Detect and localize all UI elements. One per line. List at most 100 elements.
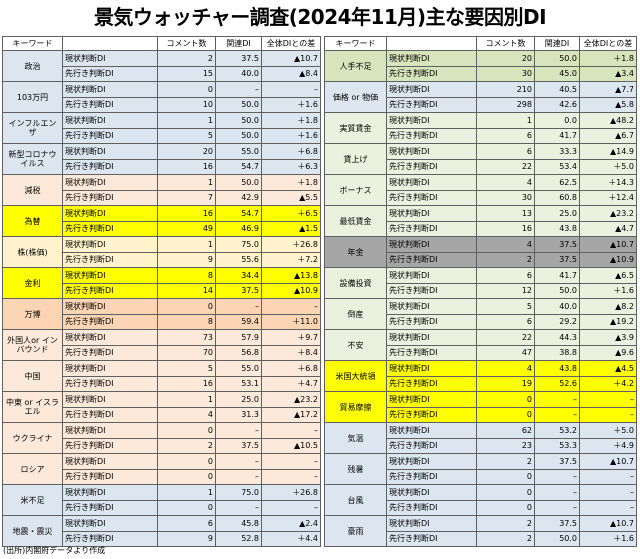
diff-cell: ＋7.2 [261,251,321,268]
comment-count-cell: 14 [157,282,216,299]
comment-count-cell: 0 [476,468,535,485]
diff-cell: ▲6.5 [579,267,637,284]
related-di-cell: 41.7 [534,127,580,144]
table-row: ロシア 現状判断DI 0– – [2,453,321,485]
keyword-cell: 賃上げ [324,143,387,175]
related-di-cell: 50.0 [215,96,262,113]
current-di-label: 現状判断DI [386,515,477,532]
related-di-cell: 45.8 [215,515,262,532]
keyword-cell: ロシア [2,453,63,485]
table-row: 先行き判断DI 9 52.8 ＋4.4 [2,530,321,547]
comment-count-cell: 1 [157,484,216,501]
table-row: 先行き判断DI 16 43.8 ▲4.7 [324,220,637,237]
diff-cell: ＋6.3 [261,158,321,175]
current-di-label: 現状判断DI [62,360,158,377]
future-di-label: 先行き判断DI [386,437,477,454]
table-row: 外国人or インバウンド 現状判断DI 73 57.9 ＋9.7 [2,329,321,361]
future-di-label: 先行き判断DI [386,220,477,237]
diff-cell: ▲9.6 [579,344,637,361]
diff-cell: – [579,484,637,501]
keyword-cell: 政治 [2,50,63,82]
table-row: 為替 現状判断DI 16 54.7 ＋6.5 [2,205,321,237]
diff-cell: ＋9.7 [261,329,321,346]
related-di-cell: 53.3 [534,437,580,454]
diff-cell: ＋11.0 [261,313,321,330]
related-di-cell: 52.8 [215,530,262,547]
header-type [386,36,477,51]
comment-count-cell: 2 [476,251,535,268]
diff-cell: – [579,468,637,485]
right-di-table: キーワード コメント数 関連DI 全体DIとの差 人手不足 現状判断DI 20 50.… [324,36,637,547]
comment-count-cell: 30 [476,189,535,206]
comment-count-cell: 0 [157,499,216,516]
right-table-body: 人手不足 現状判断DI 20 50.0 ＋1.8 先行き判断DI 30 45.0 ▲3.4 価格 … [324,50,637,547]
keyword-cell: 人手不足 [324,50,387,82]
keyword-cell: 米国大統領 [324,360,387,392]
diff-cell: – [261,422,321,439]
current-di-label: 現状判断DI [62,174,158,191]
related-di-cell: 31.3 [215,406,262,423]
diff-cell: ＋4.9 [579,437,637,454]
related-di-cell: 37.5 [215,282,262,299]
comment-count-cell: 16 [157,158,216,175]
keyword-cell: 中国 [2,360,63,392]
table-row: 先行き判断DI 16 53.1 ＋4.7 [2,375,321,392]
page-title: 景気ウォッチャー調査(2024年11月)主な要因別DI [93,5,547,29]
table-row: 中東 or イスラエル 現状判断DI 1 25.0 ▲23.2 [2,391,321,423]
related-di-cell: 55.0 [215,360,262,377]
table-row: 地震・震災 現状判断DI 6 45.8 ▲2.4 [2,515,321,547]
diff-cell: ▲4.7 [579,220,637,237]
comment-count-cell: 6 [476,313,535,330]
related-di-cell: – [534,391,580,408]
future-di-label: 先行き判断DI [62,220,158,237]
diff-cell: ▲5.5 [261,189,321,206]
source-note: (出所)内閣府データより作成 [3,546,106,555]
diff-cell: – [261,453,321,470]
header-diff: 全体DIとの差 [579,36,637,51]
table-row: 先行き判断DI 12 50.0 ＋1.6 [324,282,637,299]
related-di-cell: 0.0 [534,112,580,129]
diff-cell: ＋1.8 [579,50,637,67]
related-di-cell: – [534,484,580,501]
comment-count-cell: 12 [476,282,535,299]
related-di-cell: 45.0 [534,65,580,82]
table-row: 米国大統領 現状判断DI 4 43.8 ▲4.5 [324,360,637,392]
related-di-cell: 52.6 [534,375,580,392]
comment-count-cell: 16 [157,205,216,222]
keyword-cell: 地震・震災 [2,515,63,547]
diff-cell: ▲4.5 [579,360,637,377]
related-di-cell: 50.0 [534,282,580,299]
related-di-cell: 50.0 [534,530,580,547]
future-di-label: 先行き判断DI [62,375,158,392]
current-di-label: 現状判断DI [386,329,477,346]
comment-count-cell: 210 [476,81,535,98]
table-row: 先行き判断DI 5 50.0 ＋1.6 [2,127,321,144]
diff-cell: ＋12.4 [579,189,637,206]
related-di-cell: 33.3 [534,143,580,160]
table-row: 中国 現状判断DI 5 55.0 ＋6.8 [2,360,321,392]
comment-count-cell: 10 [157,96,216,113]
table-row: 先行き判断DI 2 37.5 ▲10.9 [324,251,637,268]
header-keyword: キーワード [324,36,387,51]
current-di-label: 現状判断DI [62,143,158,160]
future-di-label: 先行き判断DI [386,127,477,144]
future-di-label: 先行き判断DI [386,158,477,175]
comment-count-cell: 22 [476,329,535,346]
table-row: 先行き判断DI 2 37.5 ▲10.5 [2,437,321,454]
diff-cell: ▲13.8 [261,267,321,284]
future-di-label: 先行き判断DI [386,406,477,423]
related-di-cell: 25.0 [215,391,262,408]
right-header-row: キーワード コメント数 関連DI 全体DIとの差 [324,36,637,51]
keyword-cell: 貿易摩擦 [324,391,387,423]
left-header-row: キーワード コメント数 関連DI 全体DIとの差 [2,36,321,51]
comment-count-cell: 8 [157,313,216,330]
diff-cell: ▲8.2 [579,298,637,315]
diff-cell: ＋4.7 [261,375,321,392]
diff-cell: ▲19.2 [579,313,637,330]
diff-cell: – [579,391,637,408]
related-di-cell: – [215,499,262,516]
header-type [62,36,158,51]
left-di-table: キーワード コメント数 関連DI 全体DIとの差 政治 現状判断DI 2 37.5 ▲1… [2,36,321,547]
diff-cell: ▲8.4 [261,65,321,82]
current-di-label: 現状判断DI [386,50,477,67]
